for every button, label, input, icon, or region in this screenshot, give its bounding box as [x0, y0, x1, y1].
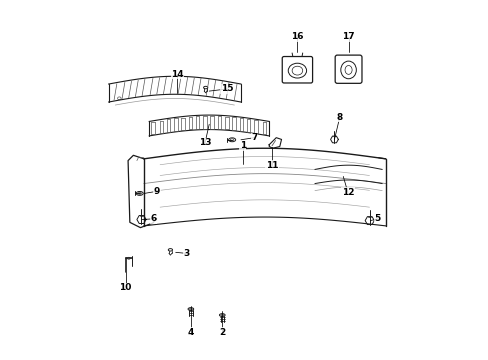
Ellipse shape [136, 192, 143, 195]
Ellipse shape [287, 63, 306, 78]
Text: 16: 16 [290, 32, 303, 41]
Text: 6: 6 [150, 214, 157, 223]
Text: 12: 12 [341, 188, 353, 197]
Ellipse shape [168, 249, 172, 251]
Text: 4: 4 [187, 328, 194, 337]
FancyBboxPatch shape [282, 57, 312, 83]
Text: 13: 13 [198, 139, 211, 148]
Text: 2: 2 [219, 328, 225, 337]
Text: 10: 10 [119, 283, 132, 292]
Text: 17: 17 [342, 32, 354, 41]
Text: 7: 7 [251, 133, 257, 142]
Text: 5: 5 [374, 214, 380, 223]
Ellipse shape [203, 86, 207, 89]
Text: 9: 9 [154, 187, 160, 196]
Text: 3: 3 [183, 249, 189, 258]
Text: 15: 15 [220, 85, 233, 94]
Ellipse shape [340, 61, 356, 79]
Ellipse shape [219, 314, 224, 316]
Ellipse shape [228, 138, 235, 142]
Ellipse shape [345, 66, 351, 74]
Text: 14: 14 [171, 70, 183, 79]
Text: 11: 11 [265, 161, 278, 170]
Ellipse shape [291, 66, 302, 75]
Text: 1: 1 [239, 141, 245, 150]
Ellipse shape [188, 308, 193, 310]
Text: 8: 8 [336, 113, 342, 122]
FancyBboxPatch shape [334, 55, 361, 83]
